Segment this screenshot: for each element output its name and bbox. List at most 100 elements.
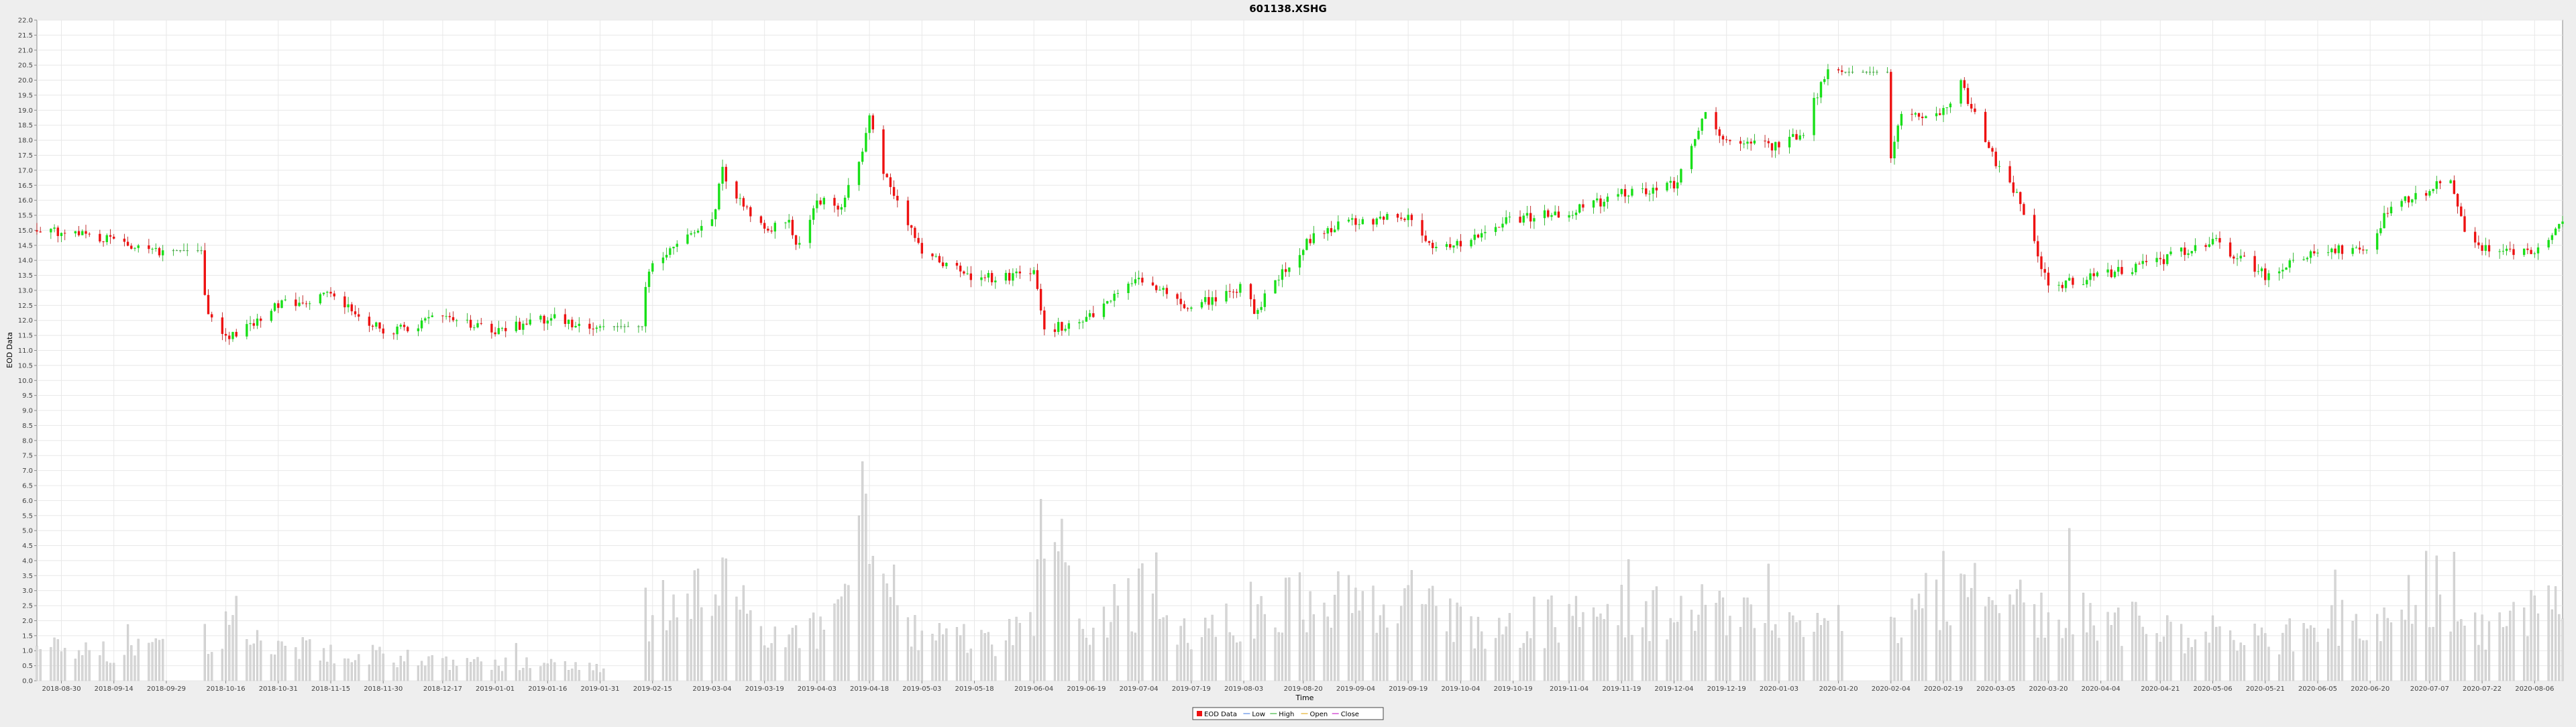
volume-bar [2229,630,2232,681]
volume-bar [77,650,80,681]
candle-body [861,152,864,162]
volume-bar [1795,622,1798,681]
candle-body [2484,245,2487,251]
volume-bar [1533,596,1536,681]
volume-bar [714,594,717,681]
candle-body [1078,322,1081,324]
volume-bar [539,666,542,681]
candle-body [2355,247,2358,249]
volume-bar [2358,638,2361,681]
candle-body [2400,201,2403,207]
candle-body [2064,280,2068,288]
candle-body [2498,251,2501,252]
candle-body [934,256,937,257]
candle-body [2522,248,2526,256]
candle-body [2536,247,2540,254]
volume-bar [871,555,874,681]
volume-bar [2302,623,2305,681]
candle-body [1012,273,1014,281]
candle-body [2424,192,2428,196]
candle-body [480,323,482,324]
volume-bar [1949,625,1952,681]
volume-bar [427,656,430,681]
candle-body [1816,97,1819,99]
volume-bar [2218,626,2221,681]
candle-body [211,314,213,318]
volume-bar [2145,634,2148,681]
volume-bar [2037,637,2039,681]
volume-bar [358,654,360,681]
candle-body [665,254,668,258]
y-tick-label: 2.5 [22,603,33,610]
volume-bar [2243,645,2246,681]
x-tick-label: 2020-07-07 [2410,685,2449,693]
volume-bar [151,642,154,681]
candle-body [1966,88,1970,104]
volume-bar [2362,640,2365,681]
volume-bar [1900,637,1903,681]
volume-bar [2505,626,2508,681]
candle-body [955,262,959,266]
volume-bar [2561,618,2564,681]
legend-item: Open [1310,711,1328,718]
candle-body [1799,135,1801,140]
volume-bar [1015,616,1018,681]
candle-body [1921,116,1924,119]
candle-body [571,319,574,328]
volume-bar [1827,621,1829,681]
y-tick-label: 0.5 [22,663,33,670]
volume-bar [945,628,948,681]
volume-bar [1379,615,1382,681]
x-tick-label: 2020-03-20 [2029,685,2068,693]
candle-body [56,227,59,236]
candle-body [392,333,395,335]
candle-body [182,250,185,251]
volume-bar [1481,631,1483,681]
candle-body [1725,139,1728,140]
candle-body [2229,242,2232,257]
candle-body [1792,133,1794,137]
x-tick-label: 2019-07-19 [1172,685,1211,693]
volume-bar [574,662,577,681]
candle-body [431,315,433,317]
volume-bar [1841,630,1843,681]
volume-bar [794,625,798,681]
candle-body [885,174,888,178]
candle-body [2390,207,2393,214]
volume-bar [1991,600,1994,681]
candle-body [2131,272,2134,274]
candle-body [1008,272,1011,281]
volume-bar [865,494,867,681]
volume-bar [2355,614,2357,681]
volume-bar [1690,610,1693,681]
x-tick-label: 2019-12-19 [1707,685,1746,693]
candle-body [1165,288,1169,294]
candle-body [368,317,371,326]
candle-body [2288,260,2291,268]
volume-bar [1410,570,1413,681]
candle-body [99,233,101,241]
volume-bar [500,671,504,681]
candle-body [81,231,84,235]
candle-body [1945,107,1948,109]
candle-body [1753,140,1756,144]
volume-bar [651,615,654,681]
candle-body [2404,196,2407,201]
candle-body [1445,244,1448,247]
candle-body [917,237,920,243]
volume-bar [602,668,605,681]
candle-body [2008,166,2011,182]
volume-bar [2509,610,2512,681]
volume-bar [2260,627,2263,681]
volume-bar [959,635,962,681]
volume-bar [1008,618,1011,681]
candle-body [833,198,836,206]
candle-body [1669,180,1672,183]
y-tick-label: 9.5 [22,392,33,400]
volume-bar [455,666,458,681]
y-tick-label: 7.5 [22,453,33,460]
candle-body [1260,306,1263,311]
candle-body [2460,206,2463,217]
candle-body [130,245,133,249]
candle-body [1994,152,1997,166]
